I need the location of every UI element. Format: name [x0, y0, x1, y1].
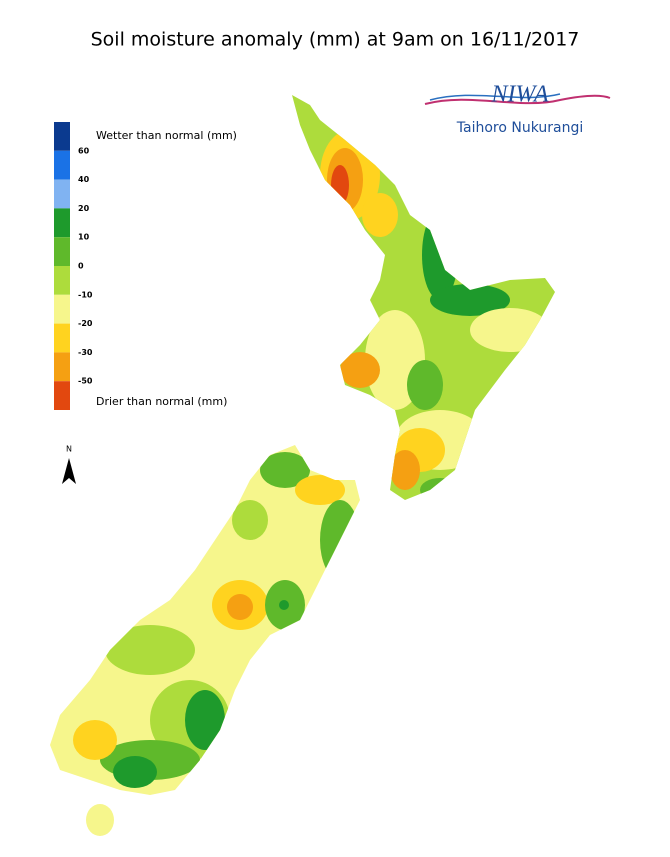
- map-title: Soil moisture anomaly (mm) at 9am on 16/…: [91, 29, 580, 51]
- legend-swatch: [54, 266, 70, 295]
- legend-swatch: [54, 237, 70, 266]
- north-arrow-shape: [62, 458, 76, 484]
- legend-swatch: [54, 294, 70, 324]
- south-island: [50, 445, 360, 795]
- legend-swatch: [54, 381, 70, 410]
- logo-wave: [429, 93, 561, 101]
- stewart-island: [86, 804, 114, 836]
- legend-tick-label: 20: [78, 204, 90, 213]
- north-label: N: [66, 445, 72, 454]
- north-arrow: N: [62, 445, 76, 484]
- legend-swatch: [54, 179, 70, 209]
- legend-tick-label: -30: [78, 348, 93, 357]
- logo-subtitle: Taihoro Nukurangi: [456, 120, 584, 136]
- logo-name: NIWA: [491, 82, 549, 108]
- legend: 60 40 20 10 0 -10 -20 -30 -50 Wetter than normal …: [54, 122, 237, 410]
- legend-tick-label: -20: [78, 319, 93, 328]
- legend-swatch: [54, 352, 70, 382]
- legend-tick-label: -10: [78, 290, 93, 299]
- legend-swatch: [54, 323, 70, 353]
- legend-tick-label: 60: [78, 146, 90, 155]
- legend-swatch: [54, 122, 70, 151]
- legend-top-label: Wetter than normal (mm): [96, 129, 237, 142]
- logo-wave: [424, 94, 611, 105]
- north-island: [292, 95, 555, 500]
- legend-tick-label: -50: [78, 377, 93, 386]
- legend-tick-label: 40: [78, 175, 90, 184]
- legend-tick-label: 0: [78, 262, 84, 271]
- legend-tick-label: 10: [78, 233, 90, 242]
- legend-bottom-label: Drier than normal (mm): [96, 395, 227, 408]
- logo: NIWA Taihoro Nukurangi: [424, 82, 611, 136]
- legend-swatch: [54, 150, 70, 180]
- legend-swatch: [54, 208, 70, 238]
